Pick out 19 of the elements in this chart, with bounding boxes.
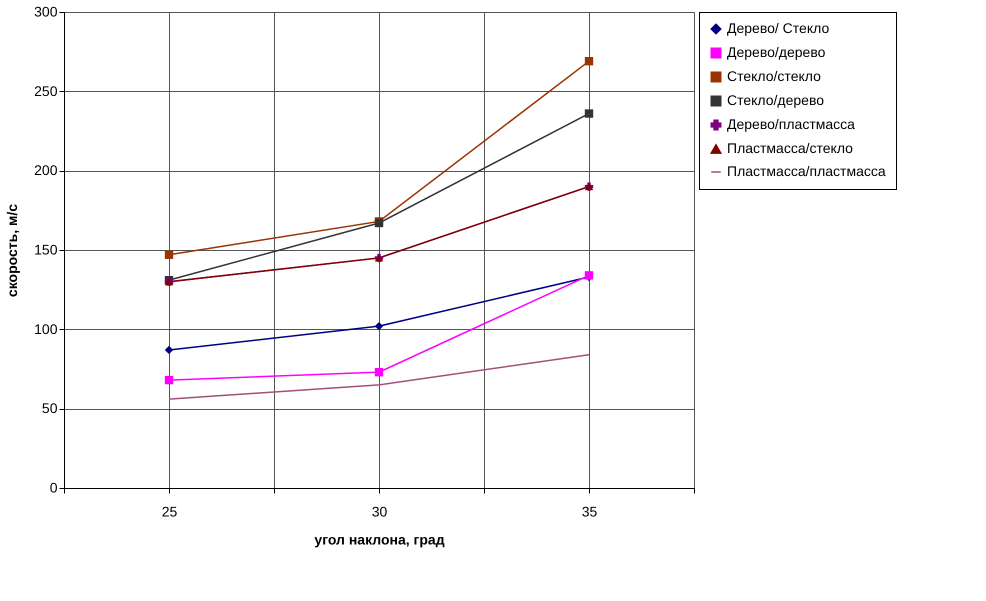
legend-label: Пластмасса/стекло [727, 140, 854, 156]
x-tick-label: 35 [582, 504, 598, 520]
x-tick-label: 25 [162, 504, 178, 520]
y-tick-label: 300 [34, 4, 58, 20]
legend-label: Стекло/дерево [727, 92, 824, 108]
legend-label: Дерево/ Стекло [727, 20, 830, 36]
y-tick-label: 50 [42, 400, 58, 416]
legend-label: Дерево/дерево [727, 44, 826, 60]
y-tick-label: 0 [50, 480, 58, 496]
y-tick-label: 150 [34, 242, 58, 258]
legend-label: Стекло/стекло [727, 68, 822, 84]
x-tick-label: 30 [372, 504, 388, 520]
y-tick-label: 200 [34, 162, 58, 178]
y-axis-title: скорость, м/с [4, 204, 20, 298]
y-tick-label: 100 [34, 320, 58, 337]
y-tick-label: 250 [34, 82, 58, 99]
x-axis-title: угол наклона, град [314, 532, 445, 548]
legend-label: Дерево/пластмасса [727, 116, 856, 132]
legend-label: Пластмасса/пластмасса [727, 163, 886, 179]
